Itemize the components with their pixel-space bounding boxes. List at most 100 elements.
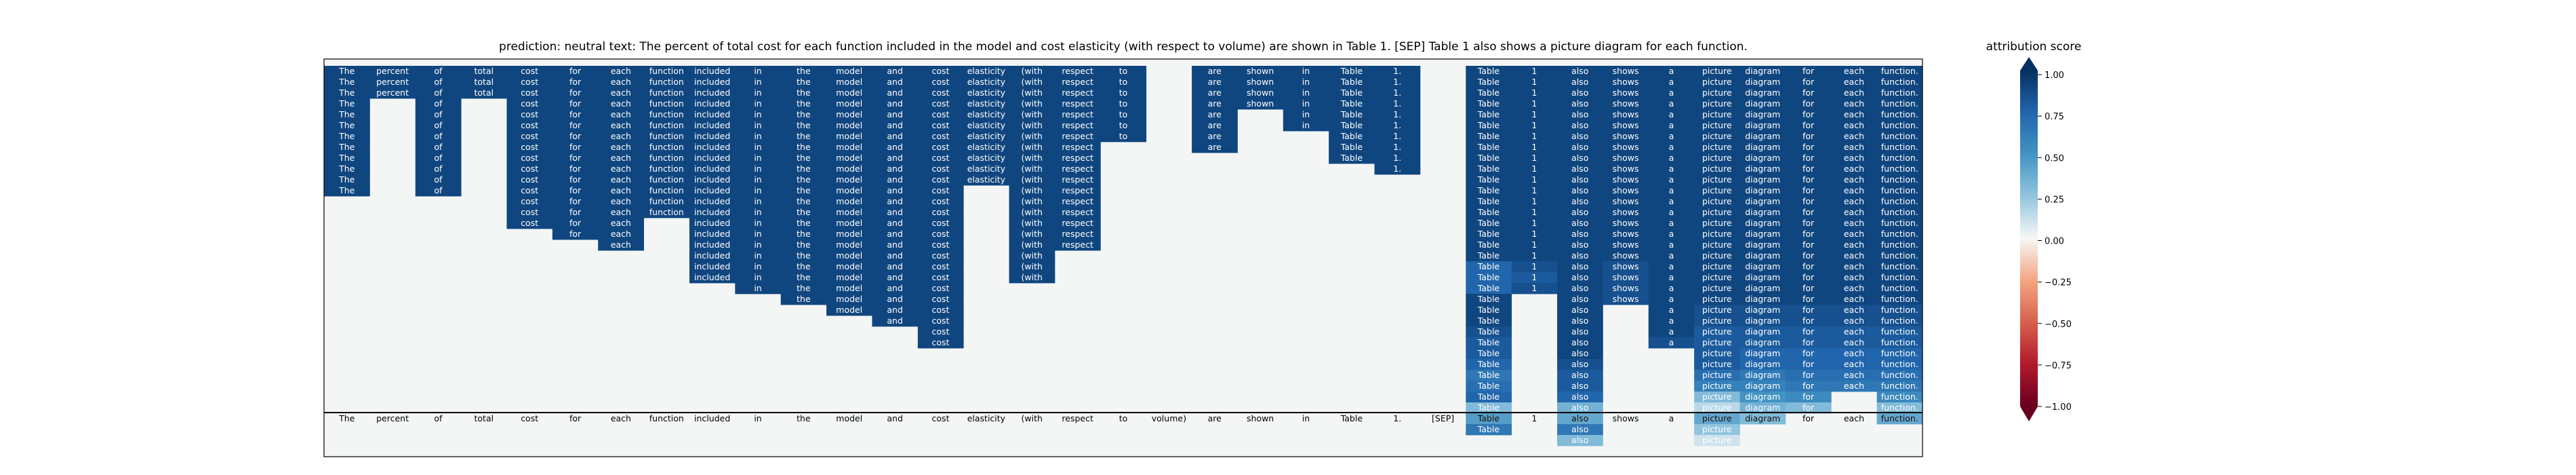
heatmap-cell-label: the bbox=[797, 218, 811, 228]
heatmap-cell-label: picture bbox=[1702, 174, 1732, 185]
heatmap-cell bbox=[1831, 185, 1878, 197]
heatmap-cell bbox=[1603, 131, 1649, 142]
heatmap-cell bbox=[1511, 88, 1558, 99]
heatmap-cell-label: the bbox=[797, 66, 811, 76]
heatmap-cell-label: The bbox=[338, 109, 355, 119]
heatmap-cell-label: function. bbox=[1881, 305, 1918, 315]
heatmap-cell-label: Table bbox=[1477, 337, 1500, 347]
heatmap-cell-label: each bbox=[1844, 218, 1864, 228]
heatmap-cell-label: The bbox=[338, 185, 355, 195]
heatmap-cell bbox=[1603, 272, 1649, 284]
heatmap-cell bbox=[415, 88, 462, 99]
heatmap-cell bbox=[1876, 196, 1923, 208]
heatmap-cell-label: The bbox=[338, 88, 355, 98]
heatmap-cell bbox=[1557, 120, 1603, 132]
x-tick-label: volume) bbox=[1152, 413, 1186, 423]
heatmap-cell-label: for bbox=[1803, 402, 1815, 413]
heatmap-cell bbox=[1466, 305, 1512, 316]
heatmap-cell-label: elasticity bbox=[967, 88, 1006, 98]
heatmap-cell-label: respect bbox=[1062, 98, 1093, 109]
heatmap-cell-label: of bbox=[434, 77, 443, 87]
heatmap-cell bbox=[1054, 185, 1101, 197]
heatmap-cell-label: picture bbox=[1702, 305, 1732, 315]
heatmap-cell bbox=[1785, 261, 1832, 273]
heatmap-cell bbox=[735, 174, 782, 186]
heatmap-cell-label: Table bbox=[1477, 261, 1500, 271]
heatmap-cell bbox=[1739, 120, 1786, 132]
heatmap-cell bbox=[735, 98, 782, 110]
heatmap-cell-label: included bbox=[694, 174, 730, 185]
heatmap-cell-label: also bbox=[1571, 392, 1588, 402]
heatmap-cell-label: and bbox=[887, 77, 903, 87]
heatmap-cell-label: picture bbox=[1702, 359, 1732, 369]
heatmap-cell-label: cost bbox=[521, 153, 538, 163]
heatmap-cell bbox=[1603, 98, 1649, 110]
heatmap-cell bbox=[1283, 88, 1329, 99]
heatmap-cell-label: for bbox=[1803, 229, 1815, 239]
heatmap-cell-label: for bbox=[1803, 174, 1815, 185]
heatmap-cell-label: function bbox=[649, 207, 684, 217]
heatmap-cell bbox=[1785, 316, 1832, 327]
heatmap-cell bbox=[1603, 250, 1649, 262]
heatmap-cell-label: the bbox=[797, 272, 811, 282]
colorbar-tick-label: −0.75 bbox=[2045, 361, 2072, 371]
heatmap-cell-label: a bbox=[1669, 240, 1674, 250]
heatmap-cell bbox=[1557, 326, 1603, 338]
heatmap-cell bbox=[735, 207, 782, 218]
colorbar-tick-label: 1.00 bbox=[2045, 71, 2064, 81]
heatmap-cell bbox=[735, 196, 782, 208]
heatmap-cell-label: elasticity bbox=[967, 174, 1006, 185]
heatmap-cell bbox=[415, 164, 462, 175]
heatmap-cell-label: 1 bbox=[1531, 240, 1537, 250]
heatmap-cell-label: Table bbox=[1477, 272, 1500, 282]
heatmap-cell-label: to bbox=[1119, 77, 1128, 87]
heatmap-cell-label: also bbox=[1571, 250, 1588, 261]
heatmap-cell-label: 1 bbox=[1531, 98, 1537, 109]
heatmap-cell-label: for bbox=[569, 185, 582, 195]
heatmap-cell-label: and bbox=[887, 66, 903, 76]
heatmap-cell-label: elasticity bbox=[967, 98, 1006, 109]
heatmap-cell-label: diagram bbox=[1745, 283, 1780, 293]
heatmap-cell bbox=[1511, 283, 1558, 294]
heatmap-cell-label: and bbox=[887, 229, 903, 239]
heatmap-cell-label: also bbox=[1571, 381, 1588, 391]
heatmap-cell bbox=[1054, 98, 1101, 110]
heatmap-cell-label: each bbox=[1844, 305, 1864, 315]
heatmap-cell bbox=[689, 98, 736, 110]
heatmap-cell bbox=[415, 174, 462, 186]
heatmap-cell bbox=[1237, 98, 1284, 110]
heatmap-cell-label: cost bbox=[932, 131, 950, 141]
heatmap-cell-label: Table bbox=[1477, 240, 1500, 250]
heatmap-cell-label: function. bbox=[1881, 142, 1918, 152]
heatmap-cell bbox=[735, 88, 782, 99]
heatmap-cell bbox=[872, 207, 919, 218]
heatmap-cell-label: a bbox=[1669, 142, 1674, 152]
heatmap-cell bbox=[1648, 261, 1695, 273]
heatmap-cell-label: diagram bbox=[1745, 120, 1780, 130]
heatmap-cell-label: picture bbox=[1702, 131, 1732, 141]
heatmap-cell-label: for bbox=[569, 164, 582, 174]
heatmap-cell-label: model bbox=[836, 240, 862, 250]
heatmap-cell-label: for bbox=[1803, 337, 1815, 347]
heatmap-cell bbox=[735, 240, 782, 251]
heatmap-cell bbox=[324, 77, 370, 88]
heatmap-cell-label: picture bbox=[1702, 294, 1732, 304]
heatmap-cell-label: picture bbox=[1702, 413, 1732, 423]
heatmap-cell-label: diagram bbox=[1745, 316, 1780, 326]
heatmap-cell-label: cost bbox=[521, 174, 538, 185]
heatmap-cell bbox=[552, 153, 599, 164]
heatmap-cell-label: in bbox=[754, 207, 761, 217]
heatmap-cell bbox=[1739, 142, 1786, 153]
heatmap-cell-label: cost bbox=[932, 294, 950, 304]
heatmap-cell-label: cost bbox=[932, 272, 950, 282]
heatmap-cell bbox=[1739, 348, 1786, 360]
heatmap-cell bbox=[1466, 381, 1512, 392]
heatmap-cell-label: and bbox=[887, 174, 903, 185]
heatmap-cell bbox=[1831, 229, 1878, 240]
heatmap-cell bbox=[1831, 370, 1878, 381]
heatmap-cell bbox=[506, 174, 553, 186]
heatmap-cell-label: and bbox=[887, 88, 903, 98]
heatmap-cell-label: to bbox=[1119, 131, 1128, 141]
heatmap-cell bbox=[1557, 109, 1603, 121]
heatmap-cell bbox=[1694, 174, 1740, 186]
